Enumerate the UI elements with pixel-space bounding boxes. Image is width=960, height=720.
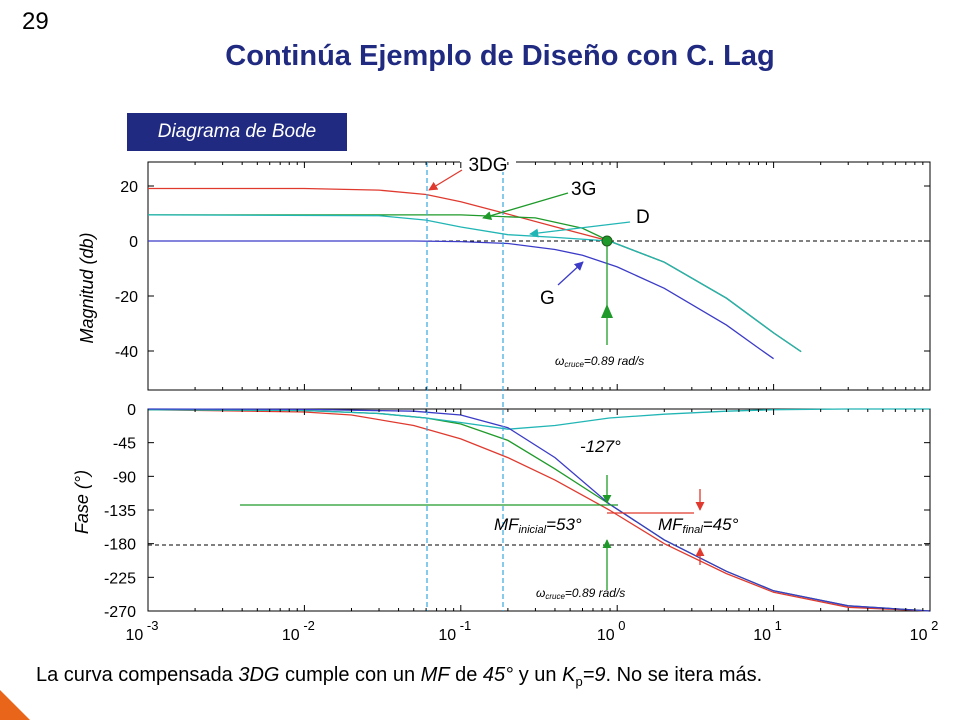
x-tick-label: 10 2 <box>910 618 939 644</box>
magnitude-tick-group: 20 0 -20 -40 <box>115 179 930 361</box>
phase-tick-label: -180 <box>104 537 136 554</box>
arrow-g <box>557 261 584 286</box>
phase-axis-label: Fase (°) <box>72 470 92 534</box>
slide-number: 29 <box>22 8 49 35</box>
arrow-3dg <box>428 169 463 191</box>
label-wcruce-mag: ωcruce=0.89 rad/s <box>555 354 644 369</box>
label-3dg: 3DG <box>468 155 507 176</box>
phase-series-group <box>147 408 931 612</box>
x-tick-label: 10 1 <box>753 618 782 644</box>
label-minus-127: -127° <box>580 437 621 456</box>
caption: La curva compensada 3DG cumple con un MF… <box>36 664 763 689</box>
magnitude-tick-label: -40 <box>115 344 138 361</box>
series-line-3g <box>147 409 931 612</box>
phase-tick-label: -135 <box>104 503 136 520</box>
label-d: D <box>636 207 650 228</box>
series-line-3dg <box>147 409 931 612</box>
phase-tick-label: 0 <box>127 402 136 419</box>
series-line-g <box>147 408 931 612</box>
label-wcruce-phase: ωcruce=0.89 rad/s <box>536 586 625 601</box>
magnitude-frame <box>147 161 931 391</box>
magnitude-tick-label: -20 <box>115 289 138 306</box>
label-g: G <box>540 288 555 309</box>
phase-tick-label: -45 <box>113 436 136 453</box>
label-bg-3dg <box>460 152 516 172</box>
series-line-g <box>148 240 774 360</box>
x-tick-label: 10 -3 <box>126 618 159 644</box>
magnitude-series-group <box>147 187 802 360</box>
crossover-point <box>601 235 613 247</box>
magnitude-tick-label: 20 <box>120 179 138 196</box>
label-mf-final: MFfinal=45° <box>658 515 739 536</box>
magnitude-tick-label: 0 <box>129 234 138 251</box>
slide-title: Continúa Ejemplo de Diseño con C. Lag <box>225 40 775 72</box>
diagram-badge: Diagrama de Bode <box>127 113 347 151</box>
x-tick-label: 10 -2 <box>282 618 315 644</box>
arrow-d <box>529 221 631 238</box>
phase-tick-label: -90 <box>113 469 136 486</box>
label-3g: 3G <box>571 179 596 200</box>
phase-frame <box>147 408 931 612</box>
label-mf-inicial: MFinicial=53° <box>494 515 582 536</box>
omega-symbol: ω <box>555 354 564 368</box>
phase-tick-group: 0 -45 -90 -135 -180 -225 -270 <box>104 402 930 621</box>
x-tick-label: 10 0 <box>597 618 626 644</box>
phase-tick-label: -225 <box>104 570 136 587</box>
series-line-d <box>147 214 802 353</box>
arrow-3g <box>482 192 569 221</box>
series-line-3g <box>148 214 802 353</box>
omega-val: =0.89 rad/s <box>584 354 644 368</box>
magnitude-axis-label: Magnitud (db) <box>77 232 97 343</box>
x-tick-label-group: 10 -3 10 -2 10 -1 10 0 10 1 10 2 <box>126 162 939 644</box>
x-tick-label: 10 -1 <box>438 618 471 644</box>
crossover-arrowhead <box>601 304 613 318</box>
omega-sub: cruce <box>564 360 584 369</box>
corner-accent <box>0 690 30 720</box>
series-line-3dg <box>148 187 802 353</box>
phase-tick-label: -270 <box>104 604 136 621</box>
